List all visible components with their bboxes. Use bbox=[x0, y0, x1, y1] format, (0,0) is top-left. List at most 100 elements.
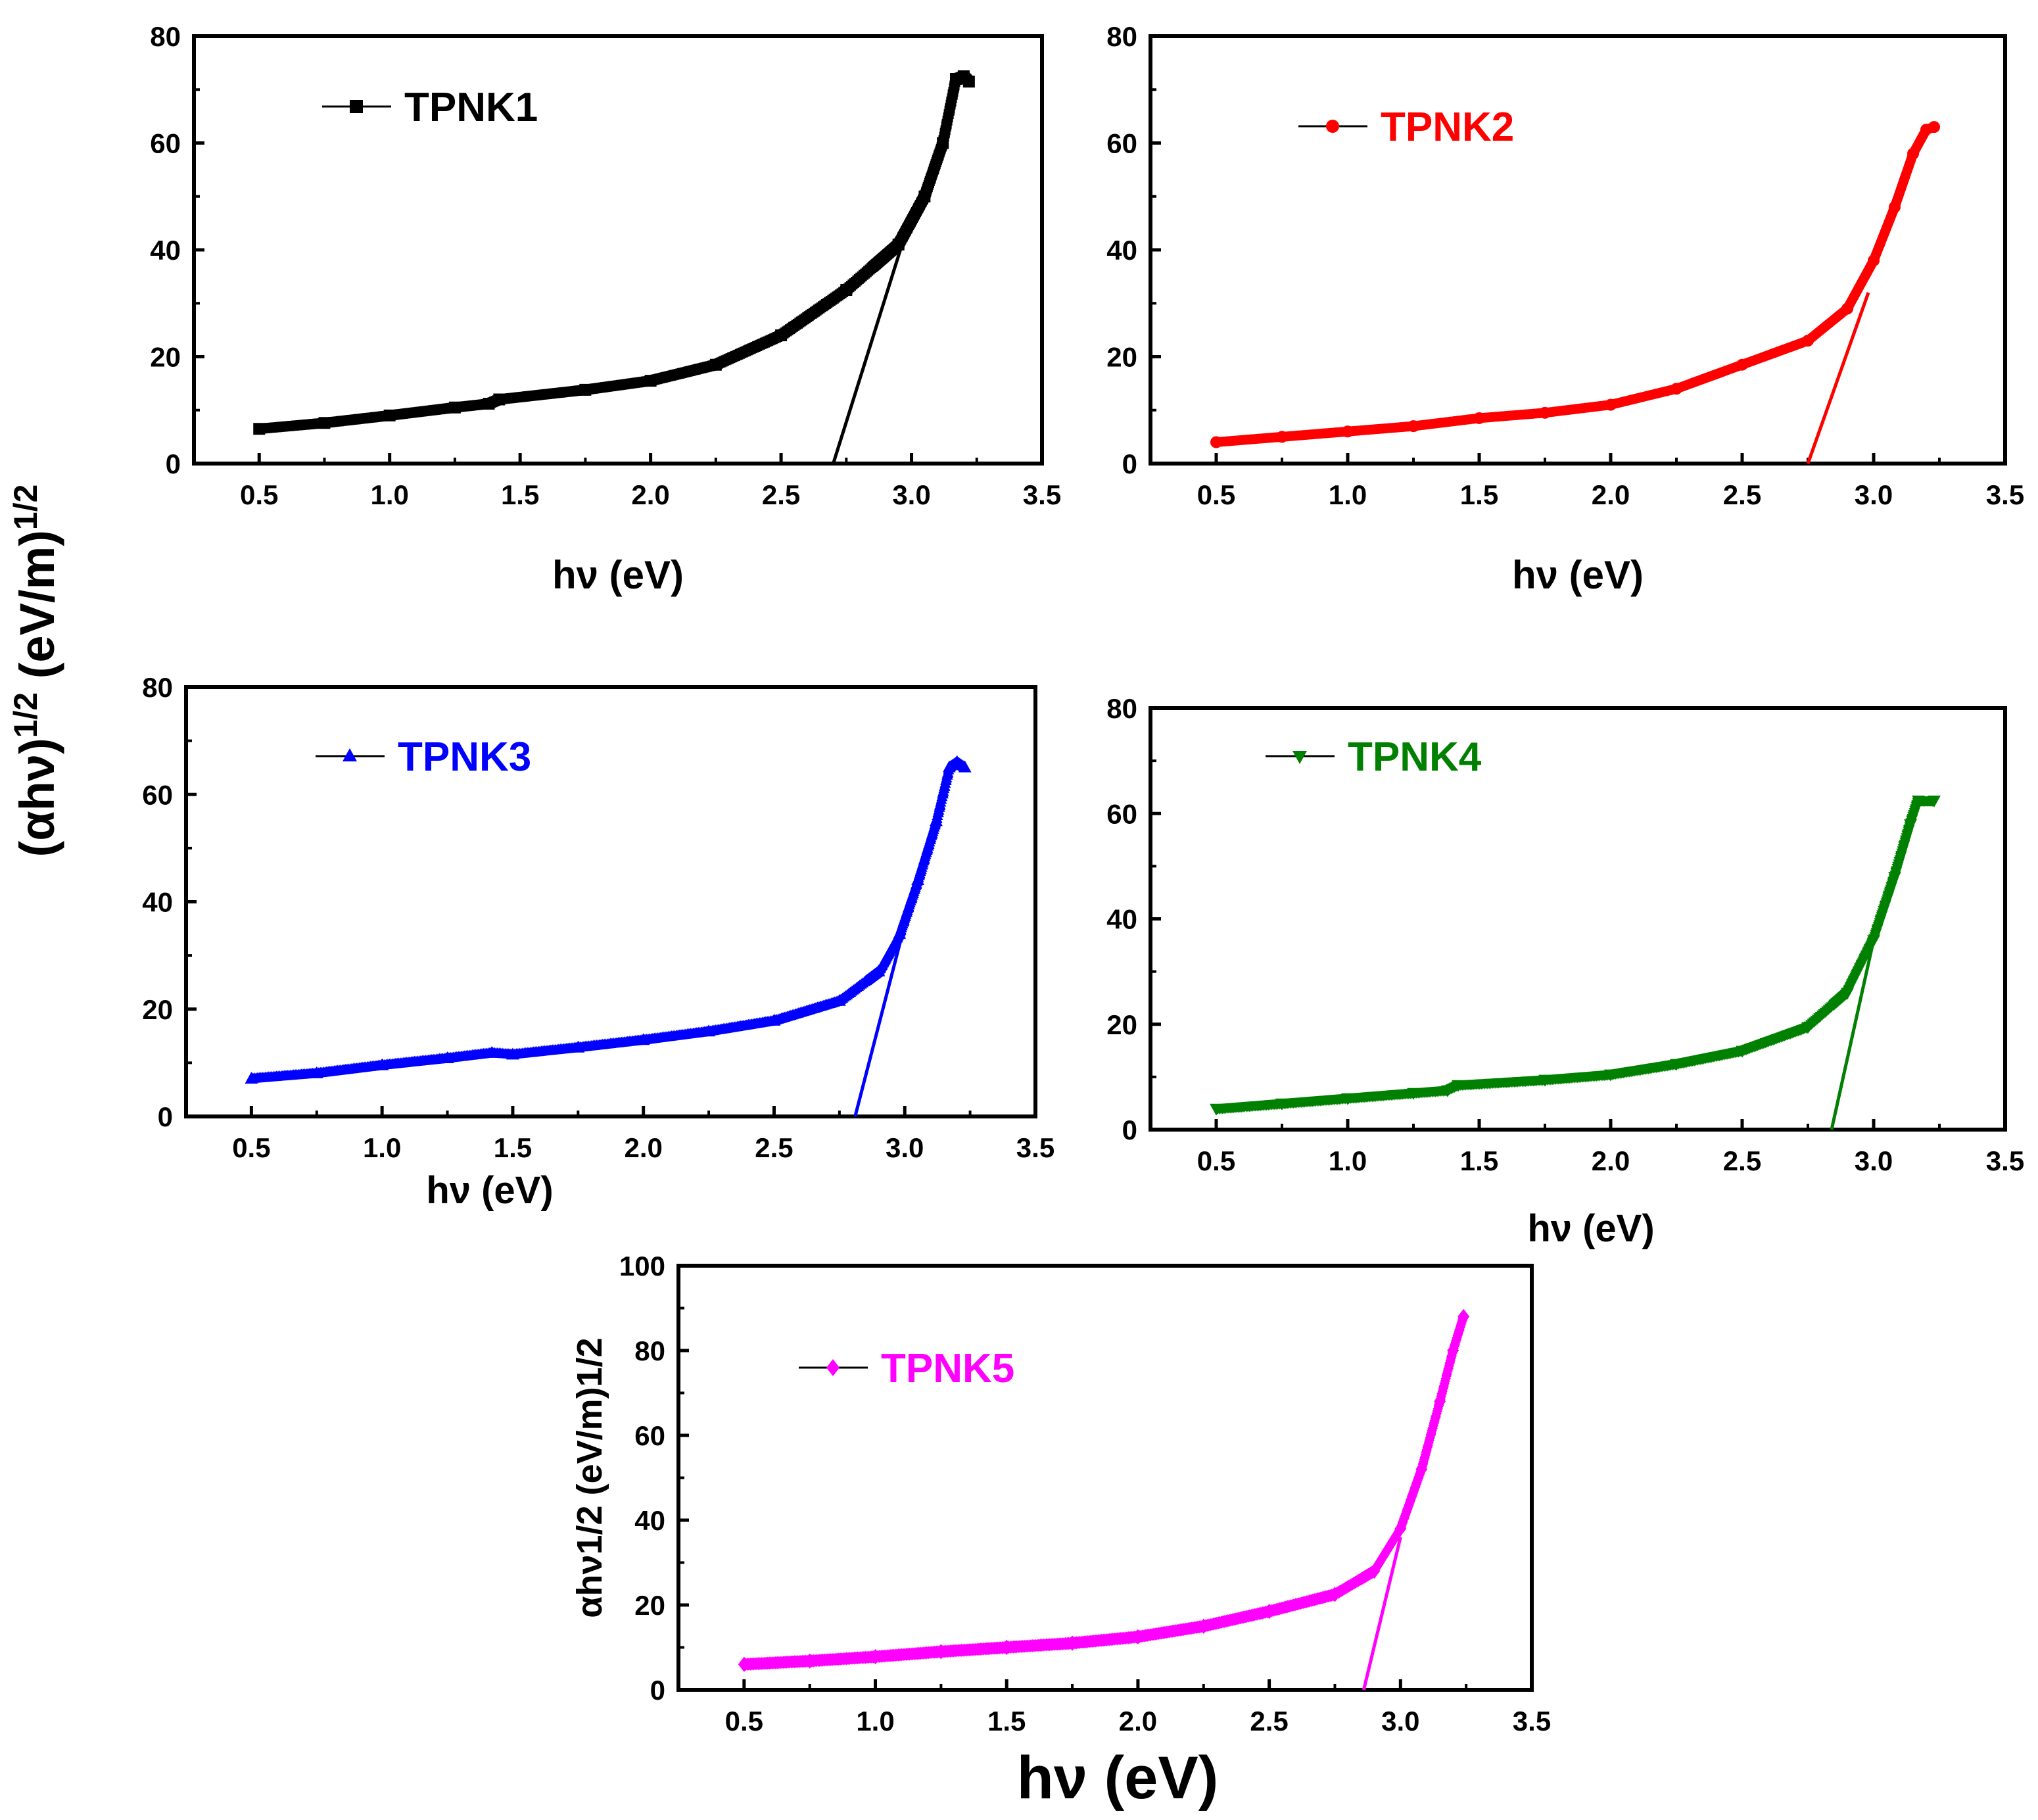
y-tick-label: 60 bbox=[634, 1420, 665, 1451]
data-point bbox=[893, 926, 907, 939]
series-tpnk2 bbox=[1210, 121, 1940, 448]
y-tick-label: 80 bbox=[150, 21, 181, 52]
tauc-fit-line bbox=[1362, 1537, 1402, 1690]
data-point bbox=[962, 76, 975, 88]
series-tpnk5 bbox=[738, 1308, 1470, 1672]
legend-label: TPNK1 bbox=[404, 85, 538, 130]
data-point bbox=[644, 375, 657, 387]
chart-panel-tpnk1: 0.5 1.0 1.5 2.0 2.5 3.0 3.5 0 20 40 60 80 hν (eV) TPN… bbox=[150, 21, 1061, 597]
data-point bbox=[1841, 988, 1854, 1000]
data-point bbox=[1394, 1521, 1407, 1537]
data-point bbox=[911, 873, 925, 886]
y-tick-label: 60 bbox=[142, 779, 173, 810]
x-tick-label: 2.0 bbox=[624, 1132, 662, 1163]
data-point bbox=[375, 1058, 389, 1070]
y-tick-label: 40 bbox=[142, 887, 173, 918]
x-tick-label: 3.5 bbox=[1023, 479, 1061, 510]
data-point bbox=[1473, 412, 1485, 424]
data-point bbox=[1538, 1074, 1552, 1087]
data-point bbox=[571, 1040, 585, 1053]
data-point bbox=[506, 1047, 519, 1060]
data-point bbox=[1407, 1088, 1420, 1100]
data-point bbox=[1342, 425, 1354, 438]
data-point bbox=[1210, 436, 1222, 448]
data-point bbox=[1670, 1059, 1683, 1071]
legend: TPNK1 bbox=[322, 85, 538, 130]
data-point bbox=[245, 1072, 258, 1084]
data-point bbox=[1928, 796, 1941, 808]
legend-marker bbox=[343, 748, 357, 761]
legend-label: TPNK2 bbox=[1381, 105, 1514, 150]
data-point bbox=[1329, 1587, 1341, 1602]
data-point bbox=[1452, 1080, 1465, 1092]
data-point bbox=[709, 358, 722, 371]
x-tick-label: 1.5 bbox=[501, 479, 539, 510]
series-tpnk3 bbox=[245, 755, 972, 1084]
y-tick-label: 20 bbox=[1106, 342, 1137, 373]
legend: TPNK3 bbox=[316, 734, 531, 780]
data-point bbox=[1904, 819, 1917, 832]
data-point bbox=[318, 417, 331, 429]
legend-label: TPNK5 bbox=[881, 1346, 1014, 1391]
x-axis-label: hν (eV) bbox=[552, 553, 684, 597]
data-point bbox=[493, 393, 506, 406]
y-tick-label: 40 bbox=[150, 235, 181, 266]
x-tick-label: 3.0 bbox=[1855, 1145, 1893, 1176]
tauc-fit-line bbox=[1806, 292, 1870, 464]
data-point bbox=[636, 1033, 650, 1045]
y-tick-label: 80 bbox=[1106, 693, 1137, 724]
data-point bbox=[1605, 398, 1617, 411]
x-tick-label: 1.0 bbox=[1329, 479, 1367, 510]
data-point bbox=[310, 1066, 323, 1078]
data-point bbox=[1539, 406, 1551, 419]
y-tick-label: 80 bbox=[1106, 21, 1137, 52]
data-point bbox=[937, 137, 949, 149]
data-point bbox=[832, 994, 846, 1006]
legend: TPNK4 bbox=[1266, 734, 1482, 780]
data-point bbox=[1131, 1629, 1144, 1645]
x-tick-label: 1.5 bbox=[1460, 479, 1498, 510]
data-point bbox=[1276, 431, 1288, 443]
x-tick-label: 2.0 bbox=[1592, 1145, 1630, 1176]
data-point bbox=[253, 423, 266, 435]
y-tick-label: 0 bbox=[166, 448, 181, 479]
data-point bbox=[1210, 1103, 1223, 1116]
x-tick-label: 2.5 bbox=[762, 479, 800, 510]
x-tick-label: 1.5 bbox=[1460, 1145, 1498, 1176]
data-point bbox=[1457, 1308, 1470, 1325]
data-point bbox=[448, 401, 461, 414]
x-tick-label: 0.5 bbox=[725, 1706, 763, 1736]
y-tick-label: 80 bbox=[142, 672, 173, 703]
data-point bbox=[483, 398, 495, 410]
x-axis-label: hν (eV) bbox=[1017, 1744, 1219, 1811]
y-tick-label: 20 bbox=[142, 994, 173, 1025]
data-point bbox=[869, 1648, 882, 1665]
tauc-fit-line bbox=[853, 944, 901, 1117]
data-point bbox=[738, 1656, 750, 1672]
tauc-fit-line bbox=[1830, 940, 1876, 1130]
y-tick-label: 0 bbox=[1122, 1114, 1137, 1145]
data-point bbox=[1066, 1635, 1079, 1651]
y-tick-label: 20 bbox=[1106, 1009, 1137, 1040]
data-point bbox=[702, 1024, 715, 1037]
data-point bbox=[840, 283, 853, 296]
x-axis-label: hν (eV) bbox=[1527, 1207, 1654, 1250]
data-point bbox=[930, 814, 943, 826]
y-tick-label: 0 bbox=[1122, 448, 1137, 479]
x-tick-label: 0.5 bbox=[232, 1132, 270, 1163]
x-tick-label: 3.5 bbox=[1016, 1132, 1055, 1163]
data-point bbox=[1801, 1022, 1814, 1034]
data-point bbox=[1868, 254, 1880, 267]
x-tick-label: 3.0 bbox=[892, 479, 930, 510]
legend-marker bbox=[826, 1359, 840, 1376]
legend: TPNK2 bbox=[1298, 105, 1514, 150]
x-tick-label: 1.0 bbox=[363, 1132, 401, 1163]
data-point bbox=[1928, 121, 1940, 133]
shared-y-axis-label: (αhν)1/2 (eV/m)1/2 bbox=[7, 485, 64, 857]
data-point bbox=[1197, 1618, 1210, 1634]
data-point bbox=[872, 964, 886, 976]
y-tick-label: 40 bbox=[634, 1505, 665, 1536]
data-point bbox=[1434, 1393, 1446, 1410]
data-point bbox=[958, 760, 972, 773]
data-point bbox=[1408, 420, 1419, 433]
